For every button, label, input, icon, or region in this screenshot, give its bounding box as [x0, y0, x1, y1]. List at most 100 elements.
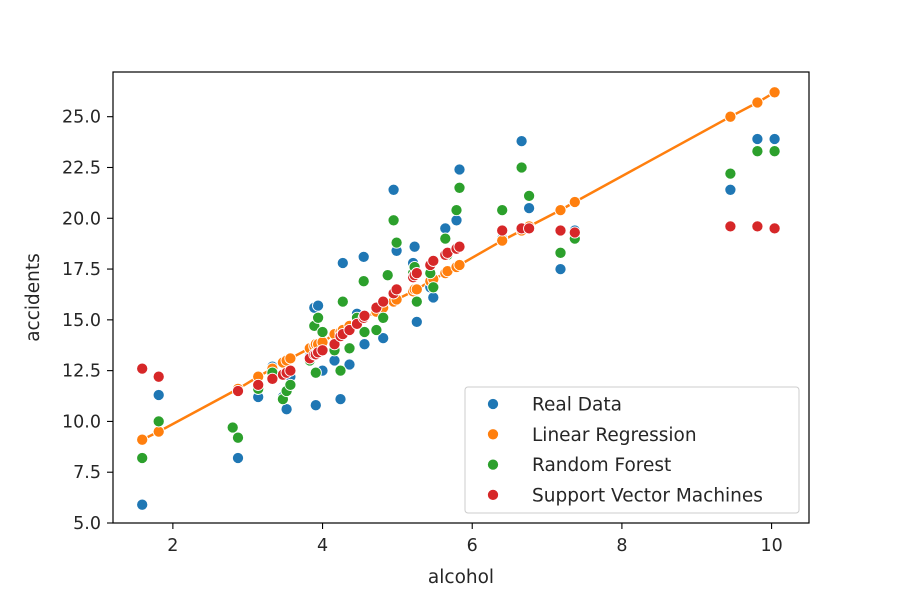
- data-point-series-1-39: [751, 96, 764, 109]
- data-point-series-2-38: [554, 246, 567, 259]
- data-point-series-1-32: [453, 258, 466, 272]
- data-point-series-2-37: [523, 189, 536, 202]
- legend[interactable]: Real Data Linear Regression Random Forest S…: [464, 386, 800, 514]
- data-point-series-0-38: [724, 183, 737, 196]
- data-point-series-0-32: [453, 163, 466, 176]
- legend-items: Real Data Linear Regression Random Forest S…: [486, 395, 763, 506]
- data-point-series-2-33: [450, 204, 463, 217]
- data-point-series-1-40: [768, 86, 781, 99]
- y-tick-label: 25.0: [62, 108, 101, 128]
- data-point-series-2-21: [370, 323, 383, 337]
- data-point-series-3-39: [751, 220, 764, 233]
- data-point-series-0-19: [358, 338, 371, 351]
- data-point-series-0-10: [309, 399, 322, 412]
- data-point-series-3-35: [523, 222, 536, 235]
- x-axis-label: alcohol: [428, 567, 494, 588]
- y-tick-label: 10.0: [62, 412, 101, 432]
- data-point-series-3-33: [496, 224, 509, 237]
- data-point-series-2-11: [309, 366, 322, 379]
- data-point-series-0-1: [152, 388, 165, 402]
- y-tick-label: 22.5: [62, 158, 101, 178]
- y-tick-label: 20.0: [62, 209, 101, 229]
- x-tick-label: 10: [760, 536, 782, 556]
- y-axis-label: accidents: [23, 253, 44, 342]
- data-point-series-0-13: [328, 354, 341, 367]
- data-point-series-3-36: [554, 224, 567, 237]
- data-point-series-3-40: [768, 222, 781, 235]
- data-point-series-3-1: [152, 370, 165, 383]
- data-point-series-2-20: [358, 325, 371, 339]
- data-point-series-2-30: [427, 281, 440, 294]
- data-point-series-2-23: [381, 269, 394, 282]
- data-point-series-2-15: [334, 364, 347, 377]
- data-point-series-3-37: [568, 226, 581, 239]
- data-point-series-2-17: [343, 342, 356, 355]
- data-point-series-0-15: [336, 256, 349, 270]
- data-point-series-2-22: [377, 311, 390, 324]
- x-tick-label: 2: [167, 536, 178, 556]
- data-point-series-2-31: [439, 232, 452, 245]
- data-point-series-1-7: [284, 352, 297, 365]
- data-point-series-3-12: [316, 344, 329, 357]
- x-tick-label: 4: [317, 536, 328, 556]
- data-point-series-3-21: [377, 295, 390, 308]
- y-tick-label: 12.5: [62, 362, 101, 382]
- data-point-series-0-36: [554, 263, 567, 276]
- data-point-series-1-26: [410, 283, 423, 296]
- data-point-series-0-2: [231, 451, 245, 465]
- data-point-series-0-28: [427, 291, 440, 304]
- data-point-series-0-35: [523, 202, 536, 215]
- data-point-series-2-2: [226, 421, 239, 434]
- data-point-series-0-16: [343, 358, 356, 371]
- data-point-series-0-14: [334, 393, 347, 406]
- data-point-series-2-42: [768, 145, 781, 158]
- legend-label: Real Data: [532, 395, 622, 416]
- data-point-series-1-38: [724, 110, 737, 123]
- y-axis: 5.0 7.5 10.0 12.5 15.0 17.5 20.0 22.5 25.0: [62, 108, 113, 534]
- data-point-series-2-3: [231, 431, 245, 444]
- x-axis: 2 4 6 8 10: [167, 523, 783, 556]
- data-point-series-0-40: [768, 132, 781, 146]
- data-point-series-3-2: [231, 384, 245, 398]
- data-point-series-1-1: [152, 425, 165, 438]
- data-point-series-3-19: [358, 309, 371, 322]
- data-point-series-2-0: [136, 451, 149, 465]
- data-point-series-1-0: [136, 433, 149, 446]
- data-point-series-2-19: [357, 275, 370, 288]
- data-point-series-3-38: [724, 220, 737, 233]
- data-point-series-3-7: [284, 364, 297, 377]
- data-point-series-3-0: [136, 362, 149, 375]
- data-point-series-0-29: [439, 222, 452, 235]
- data-point-series-0-39: [751, 132, 764, 146]
- data-point-series-2-35: [496, 204, 509, 217]
- legend-box: [464, 386, 800, 514]
- data-point-series-2-34: [453, 181, 466, 194]
- data-point-series-3-4: [266, 372, 279, 385]
- data-point-series-0-0: [136, 498, 149, 511]
- y-tick-label: 17.5: [62, 260, 101, 280]
- data-point-series-2-13: [316, 325, 329, 339]
- y-tick-label: 7.5: [73, 463, 101, 483]
- data-point-series-0-34: [515, 135, 528, 148]
- legend-marker: [486, 488, 500, 501]
- data-point-series-0-11: [312, 299, 325, 312]
- legend-marker: [486, 428, 500, 441]
- data-point-series-0-6: [280, 403, 293, 416]
- data-point-series-0-31: [450, 214, 463, 227]
- legend-label: Random Forest: [532, 455, 671, 476]
- data-point-series-2-41: [751, 145, 764, 158]
- data-point-series-1-33: [496, 234, 509, 247]
- data-point-series-2-16: [336, 295, 349, 308]
- plot-frame: [112, 71, 810, 524]
- data-point-series-2-12: [312, 311, 325, 324]
- data-point-series-3-23: [390, 283, 403, 296]
- data-point-series-2-36: [515, 161, 528, 174]
- data-point-series-3-28: [427, 254, 440, 267]
- y-tick-label: 5.0: [73, 514, 101, 534]
- legend-marker: [486, 458, 500, 471]
- data-point-series-2-25: [390, 236, 403, 249]
- legend-label: Linear Regression: [532, 425, 697, 446]
- data-point-series-1-37: [568, 195, 581, 209]
- data-point-series-2-28: [410, 295, 423, 308]
